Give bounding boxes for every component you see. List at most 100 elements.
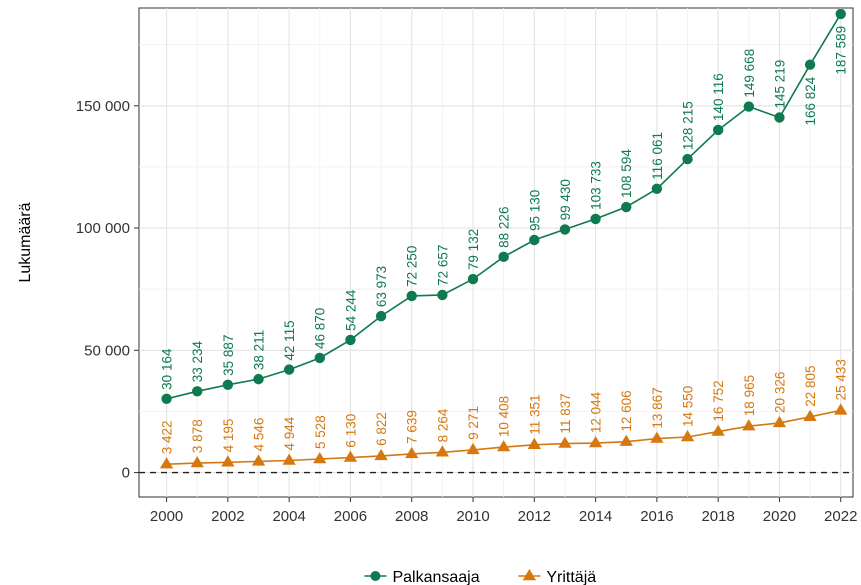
x-tick-label: 2004: [272, 508, 305, 525]
data-label: 149 668: [742, 49, 757, 98]
data-point: [619, 434, 633, 446]
data-label: 145 219: [772, 60, 787, 109]
data-label: 7 639: [405, 410, 420, 444]
x-tick-label: 2014: [579, 508, 612, 525]
data-point: [712, 124, 724, 136]
data-label: 72 657: [435, 245, 450, 286]
data-point: [374, 448, 388, 461]
data-label: 187 589: [834, 26, 849, 75]
x-tick-label: 2002: [211, 508, 244, 525]
data-label: 35 887: [221, 335, 236, 376]
data-point: [559, 224, 571, 235]
data-label: 54 244: [343, 289, 358, 331]
data-point: [375, 310, 387, 322]
data-point: [590, 213, 601, 225]
data-point: [742, 419, 756, 431]
data-label: 103 733: [589, 161, 604, 210]
x-tick-label: 2006: [334, 508, 367, 525]
data-label: 9 271: [466, 406, 481, 440]
data-point: [497, 440, 511, 452]
data-point: [682, 153, 693, 165]
data-label: 46 870: [313, 308, 328, 349]
y-axis-title: Lukumäärä: [17, 202, 34, 282]
data-point: [437, 289, 448, 301]
data-point: [406, 290, 417, 302]
data-label: 6 822: [374, 412, 389, 446]
data-label: 4 944: [282, 416, 297, 450]
data-point: [621, 201, 632, 213]
data-label: 10 408: [497, 396, 512, 437]
y-tick-label: 50 000: [84, 342, 130, 359]
data-point: [221, 455, 235, 467]
x-tick-label: 2018: [701, 508, 734, 525]
x-tick-label: 2016: [640, 508, 673, 525]
data-label: 11 351: [527, 394, 542, 434]
x-tick-label: 2022: [824, 508, 857, 525]
data-label: 13 867: [650, 387, 665, 428]
data-point: [190, 456, 204, 468]
data-label: 166 824: [803, 76, 818, 125]
data-point: [253, 373, 264, 385]
x-tick-label: 2020: [763, 508, 796, 525]
legend: Palkansaaja Yrittäjä: [364, 569, 596, 585]
data-label: 20 326: [772, 372, 787, 413]
y-tick-label: 0: [122, 465, 130, 482]
data-label: 30 164: [160, 348, 175, 390]
data-label: 16 752: [711, 380, 726, 421]
data-label: 99 430: [558, 179, 573, 220]
data-point: [282, 453, 296, 465]
data-label: 72 250: [405, 246, 420, 287]
y-tick-label: 150 000: [76, 98, 130, 115]
data-label: 38 211: [252, 330, 267, 370]
legend-key-marker: [522, 569, 536, 581]
data-point: [527, 437, 541, 449]
data-label: 6 130: [343, 414, 358, 448]
data-label: 128 215: [680, 101, 695, 150]
data-label: 4 546: [252, 418, 267, 452]
data-point: [161, 393, 172, 404]
data-point: [466, 442, 480, 455]
data-point: [772, 415, 787, 428]
data-label: 14 550: [680, 386, 695, 427]
x-axis-ticks: 2000 2002 2004 2006 2008 2010 2012 2014 2016 2018…: [150, 497, 857, 525]
data-point: [834, 403, 848, 415]
data-point: [743, 101, 755, 112]
data-label: 3 878: [190, 419, 205, 453]
data-label: 8 264: [435, 408, 450, 442]
data-label: 12 606: [619, 390, 634, 431]
data-point: [529, 234, 540, 246]
data-label: 95 130: [527, 190, 542, 231]
plot-panel: [138, 7, 854, 498]
data-label: 22 805: [803, 366, 818, 407]
data-label: 33 234: [190, 340, 205, 382]
data-point: [435, 445, 449, 457]
data-point: [804, 59, 816, 70]
data-label: 88 226: [497, 207, 512, 248]
data-label: 140 116: [711, 73, 726, 121]
data-point: [313, 452, 327, 464]
legend-label: Yrittäjä: [546, 569, 596, 585]
data-point: [283, 364, 295, 375]
legend-label: Palkansaaja: [392, 569, 479, 585]
data-point: [467, 273, 479, 285]
data-label: 5 528: [313, 415, 328, 449]
data-label: 63 973: [374, 266, 389, 307]
data-label: 116 061: [650, 132, 665, 180]
data-point: [343, 450, 358, 462]
data-point: [711, 424, 725, 436]
y-tick-label: 100 000: [76, 220, 130, 237]
x-tick-label: 2008: [395, 508, 428, 525]
data-label: 25 433: [834, 359, 849, 400]
y-axis-ticks: 0 50 000 100 000 150 000: [76, 98, 139, 482]
data-point: [774, 112, 785, 123]
data-point: [651, 183, 663, 194]
data-labels-layer: 30 164 33 234 35 887 38 211 42 115 46 870 54 2…: [160, 26, 849, 454]
data-point: [222, 379, 234, 391]
data-point: [498, 251, 509, 263]
series-layer: [159, 8, 848, 469]
data-label: 11 837: [558, 393, 573, 433]
data-label: 12 044: [589, 391, 604, 433]
x-tick-label: 2010: [456, 508, 489, 525]
data-point: [192, 386, 203, 397]
